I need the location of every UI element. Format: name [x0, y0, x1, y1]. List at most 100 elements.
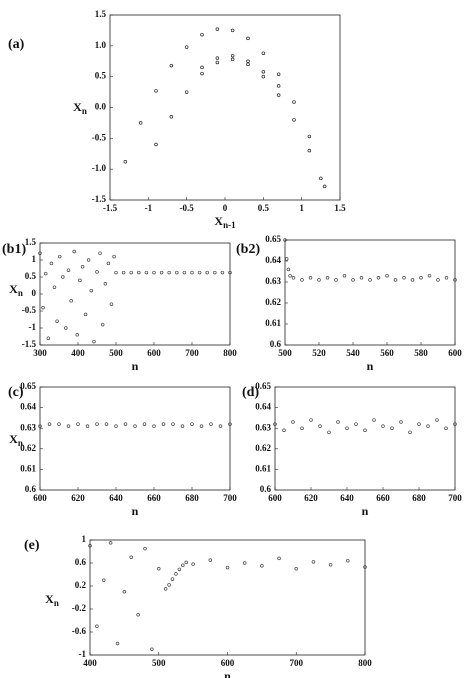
point: [108, 541, 113, 545]
point: [138, 121, 143, 125]
x-tick-label: 540: [346, 348, 360, 358]
point: [123, 422, 128, 426]
x-tick-label: 300: [33, 348, 47, 358]
x-axis-label: n: [362, 504, 369, 518]
point: [261, 69, 266, 74]
plot-frame: [89, 539, 366, 656]
x-tick-label: 800: [358, 658, 372, 668]
y-axis-label: Xn: [9, 432, 23, 448]
point: [143, 546, 147, 551]
point: [85, 424, 90, 428]
point: [435, 418, 439, 422]
x-axis-label-base: n: [132, 359, 139, 373]
point: [86, 258, 91, 262]
x-tick-label: 400: [83, 658, 97, 668]
point: [291, 420, 295, 424]
point: [109, 302, 114, 306]
point: [354, 422, 358, 426]
point: [426, 424, 430, 428]
point: [129, 555, 134, 559]
x-tick-label: -0.5: [180, 203, 195, 213]
point: [55, 319, 59, 323]
point: [215, 56, 220, 60]
point: [205, 270, 209, 275]
x-tick-label: 1.5: [334, 203, 346, 213]
point: [175, 270, 179, 275]
point: [277, 556, 281, 561]
point: [190, 422, 194, 426]
point: [72, 249, 76, 254]
point: [106, 261, 111, 266]
point: [209, 422, 213, 426]
point: [163, 587, 168, 591]
y-tick-label: 0.62: [265, 297, 281, 307]
y-axis-label-base: X: [9, 282, 18, 296]
point: [260, 564, 264, 568]
x-axis-label: n: [132, 504, 139, 518]
x-tick-label: 600: [221, 658, 235, 668]
point: [276, 84, 281, 88]
point: [376, 276, 381, 280]
y-tick-label: 0.63: [265, 276, 281, 286]
point: [215, 60, 220, 65]
point: [177, 567, 182, 572]
y-tick-label: 0.62: [255, 443, 271, 453]
y-axis-label-base: X: [73, 100, 82, 114]
y-tick-label: 1.0: [95, 40, 107, 50]
x-tick-label: 400: [71, 348, 85, 358]
y-tick-label: 0.61: [20, 463, 36, 473]
point: [208, 558, 213, 562]
point: [363, 565, 367, 569]
x-tick-label: 0.5: [258, 203, 270, 213]
point: [292, 100, 296, 104]
point: [261, 51, 266, 55]
x-tick-label: 560: [380, 348, 394, 358]
point: [150, 647, 154, 651]
y-tick-label: 0.63: [20, 422, 36, 432]
point: [228, 270, 232, 275]
point: [230, 53, 235, 58]
point: [115, 641, 120, 646]
point: [390, 426, 394, 430]
x-tick-label: 0: [223, 203, 228, 213]
point: [114, 424, 118, 428]
plot-frame: [39, 242, 231, 346]
point: [218, 424, 223, 428]
point: [171, 422, 175, 426]
point: [363, 428, 367, 433]
y-axis-label: Xn: [9, 282, 23, 298]
point: [184, 90, 189, 94]
x-tick-label: 660: [147, 493, 161, 503]
point: [436, 278, 440, 282]
point: [157, 566, 161, 571]
point: [152, 424, 156, 428]
panel-label: (c): [8, 385, 24, 400]
point: [328, 562, 333, 567]
point: [246, 59, 250, 63]
y-tick-label: 1.5: [25, 237, 37, 247]
point: [284, 257, 289, 261]
y-tick-label: 0.5: [95, 71, 107, 81]
x-tick-label: 600: [33, 493, 47, 503]
point: [167, 270, 171, 275]
point: [133, 424, 137, 428]
y-tick-label: 0.64: [255, 402, 271, 412]
point: [417, 422, 421, 426]
point: [174, 572, 178, 576]
y-tick-label: 0.64: [265, 255, 281, 265]
point: [334, 278, 338, 282]
point: [152, 270, 156, 275]
point: [307, 148, 312, 153]
point: [427, 273, 432, 278]
y-tick-label: 0.65: [20, 381, 36, 391]
point: [325, 276, 330, 280]
panel-label: (d): [242, 385, 259, 400]
point: [169, 63, 174, 68]
point: [345, 426, 349, 430]
y-tick-label: -1.5: [22, 339, 37, 349]
point: [52, 285, 57, 289]
y-tick-label: -0.5: [22, 305, 37, 315]
point: [308, 276, 313, 280]
point: [129, 270, 133, 275]
